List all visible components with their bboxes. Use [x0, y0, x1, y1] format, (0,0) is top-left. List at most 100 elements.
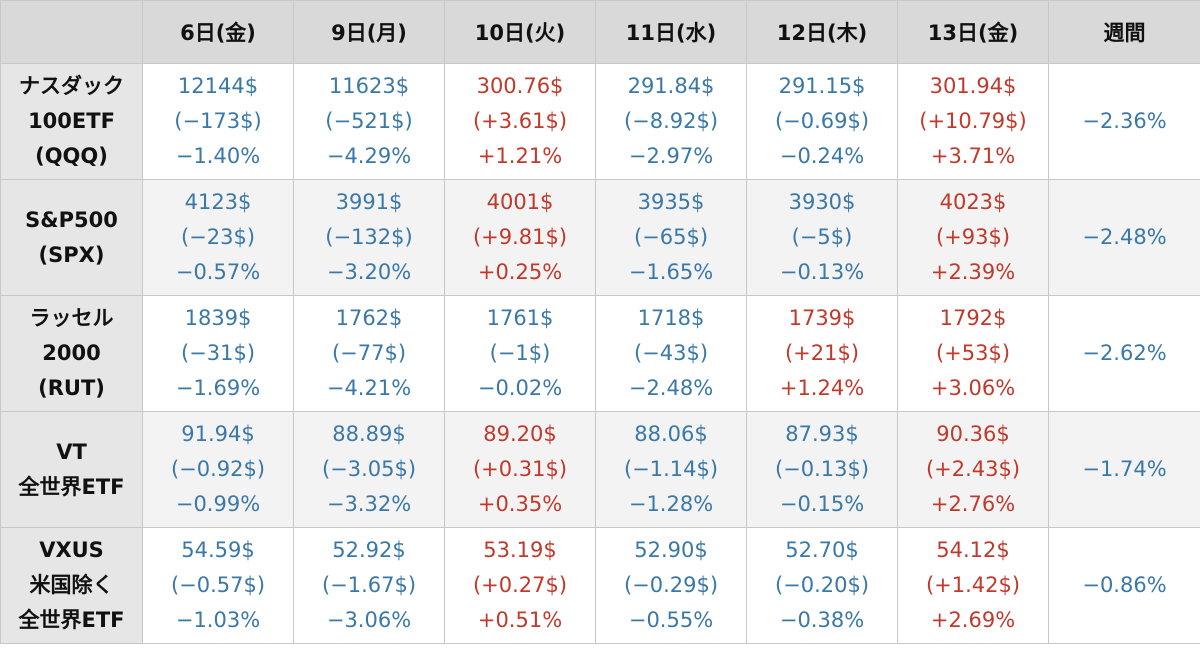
row-label-line: 100ETF: [28, 109, 115, 133]
price-cell: 1839$ (−31$) −1.69%: [142, 295, 294, 412]
price-change: (−0.20$): [774, 573, 870, 597]
price-change: (−521$): [325, 109, 413, 133]
price-cell: 4001$ (+9.81$) +0.25%: [444, 179, 596, 296]
price-change: (+21$): [784, 341, 860, 365]
price-change: (−0.69$): [774, 109, 870, 133]
price-change: (−0.29$): [623, 573, 719, 597]
percent-change: −0.55%: [628, 608, 714, 632]
price-value: 3935$: [637, 190, 705, 214]
price-cell: 52.90$ (−0.29$) −0.55%: [595, 527, 747, 644]
row-label-line: VT: [56, 439, 87, 464]
price-change: (+1.42$): [925, 573, 1021, 597]
weekly-change-cell: −0.86%: [1048, 527, 1200, 644]
percent-change: −0.99%: [175, 492, 261, 516]
price-cell: 1739$ (+21$) +1.24%: [746, 295, 898, 412]
price-cell: 88.06$ (−1.14$) −1.28%: [595, 411, 747, 528]
price-change: (−8.92$): [623, 109, 719, 133]
price-value: 4123$: [184, 190, 252, 214]
price-cell: 4023$ (+93$) +2.39%: [897, 179, 1049, 296]
row-label-line: (QQQ): [35, 144, 108, 168]
percent-change: −0.38%: [779, 608, 865, 632]
price-change: (+2.43$): [925, 457, 1021, 481]
row-label-line: 全世界ETF: [18, 474, 125, 499]
percent-change: −4.21%: [326, 376, 412, 400]
percent-change: −0.15%: [779, 492, 865, 516]
price-change: (−1$): [489, 341, 551, 365]
percent-change: +0.51%: [477, 608, 563, 632]
price-cell: 11623$ (−521$) −4.29%: [293, 63, 445, 180]
header-date-11: 11日(水): [595, 0, 747, 64]
price-change: (−173$): [174, 109, 262, 133]
price-value: 1739$: [788, 306, 856, 330]
price-change: (−3.05$): [321, 457, 417, 481]
price-change: (−77$): [331, 341, 407, 365]
percent-change: +3.71%: [930, 144, 1016, 168]
table-body: ナスダック 100ETF (QQQ) 12144$ (−173$) −1.40% 11623…: [0, 63, 1200, 644]
percent-change: +0.35%: [477, 492, 563, 516]
percent-change: −1.03%: [175, 608, 261, 632]
header-weekly: 週間: [1048, 0, 1200, 64]
price-value: 3930$: [788, 190, 856, 214]
row-label-line: (RUT): [38, 376, 105, 400]
percent-change: −4.29%: [326, 144, 412, 168]
header-row: 6日(金) 9日(月) 10日(火) 11日(水) 12日(木) 13日(金) …: [0, 0, 1200, 64]
price-cell: 54.12$ (+1.42$) +2.69%: [897, 527, 1049, 644]
price-cell: 3991$ (−132$) −3.20%: [293, 179, 445, 296]
price-cell: 53.19$ (+0.27$) +0.51%: [444, 527, 596, 644]
weekly-change-cell: −1.74%: [1048, 411, 1200, 528]
price-value: 4023$: [939, 190, 1007, 214]
header-date-9: 9日(月): [293, 0, 445, 64]
row-label: ナスダック 100ETF (QQQ): [0, 63, 143, 180]
price-value: 1792$: [939, 306, 1007, 330]
price-value: 12144$: [177, 74, 259, 98]
price-value: 91.94$: [181, 422, 255, 446]
price-value: 1839$: [184, 306, 252, 330]
header-date-13: 13日(金): [897, 0, 1049, 64]
row-label-line: ナスダック: [19, 74, 124, 98]
price-cell: 3930$ (−5$) −0.13%: [746, 179, 898, 296]
price-value: 89.20$: [483, 422, 557, 446]
price-change: (−132$): [325, 225, 413, 249]
percent-change: −0.02%: [477, 376, 563, 400]
percent-change: −3.32%: [326, 492, 412, 516]
price-value: 11623$: [328, 74, 410, 98]
price-value: 3991$: [335, 190, 403, 214]
price-value: 1718$: [637, 306, 705, 330]
price-cell: 54.59$ (−0.57$) −1.03%: [142, 527, 294, 644]
price-cell: 291.15$ (−0.69$) −0.24%: [746, 63, 898, 180]
price-value: 54.59$: [181, 538, 255, 562]
percent-change: +3.06%: [930, 376, 1016, 400]
price-value: 88.89$: [332, 422, 406, 446]
price-change: (−23$): [180, 225, 256, 249]
percent-change: +2.39%: [930, 260, 1016, 284]
price-cell: 52.92$ (−1.67$) −3.06%: [293, 527, 445, 644]
price-cell: 91.94$ (−0.92$) −0.99%: [142, 411, 294, 528]
price-value: 300.76$: [476, 74, 564, 98]
percent-change: −0.13%: [779, 260, 865, 284]
price-value: 53.19$: [483, 538, 557, 562]
price-value: 52.70$: [785, 538, 859, 562]
price-value: 301.94$: [929, 74, 1017, 98]
price-change: (+10.79$): [919, 109, 1027, 133]
percent-change: +2.69%: [930, 608, 1016, 632]
price-cell: 88.89$ (−3.05$) −3.32%: [293, 411, 445, 528]
weekly-change-cell: −2.48%: [1048, 179, 1200, 296]
price-change: (+0.27$): [472, 573, 568, 597]
price-cell: 300.76$ (+3.61$) +1.21%: [444, 63, 596, 180]
percent-change: −2.48%: [628, 376, 714, 400]
price-cell: 1761$ (−1$) −0.02%: [444, 295, 596, 412]
price-cell: 1792$ (+53$) +3.06%: [897, 295, 1049, 412]
price-cell: 1762$ (−77$) −4.21%: [293, 295, 445, 412]
table-row: VXUS 米国除く 全世界ETF 54.59$ (−0.57$) −1.03% 52.92$…: [0, 527, 1200, 644]
row-label-line: 2000: [42, 341, 101, 365]
price-change: (+53$): [935, 341, 1011, 365]
percent-change: −3.06%: [326, 608, 412, 632]
percent-change: −0.57%: [175, 260, 261, 284]
price-value: 1762$: [335, 306, 403, 330]
row-label-line: S&P500: [25, 207, 118, 232]
price-change: (−5$): [791, 225, 853, 249]
header-date-12: 12日(木): [746, 0, 898, 64]
price-value: 52.90$: [634, 538, 708, 562]
price-value: 4001$: [486, 190, 554, 214]
